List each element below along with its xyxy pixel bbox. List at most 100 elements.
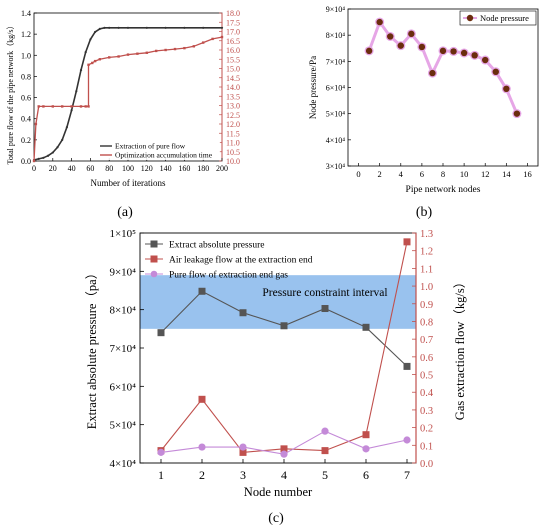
x-tick-label-c: 7 — [404, 468, 410, 482]
y2-tick-label-a: 15.0 — [226, 65, 240, 74]
y2-tick-label-a: 16.0 — [226, 46, 240, 55]
y-tick-label-b: 3×10⁴ — [326, 162, 346, 171]
point-pure-flow — [51, 151, 54, 154]
y-tick-label-c: 6×10⁴ — [109, 381, 136, 393]
point-accum-time — [79, 105, 83, 108]
y2-tick-label-a: 17.0 — [226, 28, 240, 37]
x-tick-label-b: 10 — [460, 169, 469, 179]
y-axis-label-c: Extract absolute pressure（pa） — [85, 267, 99, 429]
plot-frame-c — [139, 232, 417, 464]
legend-label-pure-flow: Extraction of pure flow — [115, 142, 186, 151]
point-node-pressure — [408, 30, 415, 38]
legend-swatch-air-leakage — [150, 255, 158, 263]
y2-tick-label-a: 15.5 — [226, 55, 240, 64]
x-tick-label-a: 0 — [32, 164, 36, 173]
y2-tick-label-a: 17.5 — [226, 18, 240, 27]
y-tick-label-a: 1.2 — [21, 30, 31, 39]
point-pure-flow-end — [157, 448, 165, 456]
y-tick-label-b: 9×10⁴ — [326, 5, 346, 14]
x-tick-label-a: 60 — [86, 164, 94, 173]
point-air-leakage — [239, 448, 247, 456]
y2-tick-label-c: 1.1 — [420, 264, 433, 275]
point-accum-time — [84, 105, 87, 108]
point-accum-time — [42, 105, 45, 108]
point-extract-pressure — [239, 309, 247, 317]
y-tick-label-c: 1×10⁵ — [109, 228, 136, 240]
point-accum-time — [183, 46, 186, 50]
point-pure-flow-end — [403, 436, 411, 444]
point-accum-time — [61, 105, 64, 108]
y-tick-label-a: 1.4 — [21, 9, 31, 18]
y-tick-label-b: 4×10⁴ — [326, 136, 346, 145]
point-pure-flow — [65, 126, 68, 129]
point-pure-flow — [79, 68, 83, 72]
point-accum-time — [145, 51, 148, 54]
point-accum-time — [136, 52, 139, 55]
point-accum-time — [70, 105, 73, 108]
point-node-pressure — [387, 33, 394, 40]
point-extract-pressure — [280, 322, 288, 330]
point-accum-time — [37, 105, 40, 108]
x-tick-label-a: 160 — [178, 164, 190, 173]
point-accum-time — [192, 45, 195, 48]
point-pure-flow — [103, 26, 106, 29]
y2-tick-label-c: 0.4 — [420, 388, 434, 399]
y-tick-label-c: 7×10⁴ — [109, 343, 136, 355]
panel-label-c: (c) — [268, 511, 284, 526]
x-tick-label-c: 5 — [322, 468, 328, 482]
point-extract-pressure — [321, 305, 329, 313]
point-node-pressure — [482, 56, 489, 64]
y-tick-label-a: 0.2 — [21, 136, 31, 145]
x-tick-label-c: 3 — [240, 468, 246, 482]
point-air-leakage — [280, 445, 288, 453]
y2-tick-label-c: 1.3 — [420, 229, 433, 240]
x-tick-label-b: 2 — [378, 169, 382, 179]
point-pure-flow — [61, 138, 64, 141]
point-accum-time — [202, 41, 205, 44]
y2-tick-label-a: 12.5 — [226, 111, 240, 120]
y-axis-label-a: Total pure flow of the pipe network（kg/s… — [6, 22, 15, 165]
point-extract-pressure — [198, 287, 206, 295]
point-accum-time — [220, 35, 224, 39]
legend-label-pure-flow-end: Pure flow of extraction end gas — [169, 270, 288, 281]
x-tick-label-b: 6 — [420, 169, 424, 179]
point-accum-time — [93, 59, 97, 63]
y2-tick-label-a: 11.0 — [226, 139, 240, 148]
x-tick-label-a: 140 — [160, 164, 172, 173]
y2-tick-label-a: 14.5 — [226, 74, 240, 83]
y-tick-label-b: 6×10⁴ — [326, 84, 346, 93]
point-pure-flow — [37, 157, 40, 160]
y2-tick-label-a: 11.5 — [226, 129, 240, 138]
x-tick-label-a: 20 — [49, 164, 57, 173]
y-tick-label-a: 0.4 — [21, 115, 31, 124]
legend-label-accum-time: Optimization accumulation time — [115, 151, 213, 160]
y2-tick-label-c: 0.0 — [420, 459, 433, 470]
y-tick-label-a: 0.6 — [21, 94, 31, 103]
point-pure-flow — [94, 30, 97, 34]
y2-tick-label-c: 0.5 — [420, 371, 433, 382]
y-tick-label-c: 8×10⁴ — [109, 305, 136, 317]
y2-tick-label-c: 0.6 — [420, 353, 433, 364]
point-pure-flow-end — [321, 427, 329, 435]
point-node-pressure — [365, 47, 373, 55]
x-tick-label-c: 2 — [199, 468, 205, 482]
y2-tick-label-a: 14.0 — [226, 83, 240, 92]
band-annotation: Pressure constraint interval — [262, 287, 387, 299]
x-tick-label-b: 8 — [441, 169, 445, 179]
point-pure-flow — [126, 26, 130, 29]
point-accum-time — [108, 56, 111, 59]
x-tick-label-a: 200 — [216, 164, 228, 173]
y2-tick-label-c: 0.1 — [420, 441, 433, 452]
x-tick-label-b: 4 — [399, 169, 404, 179]
x-axis-label-a: Number of iterations — [91, 178, 166, 188]
panel-label-b: (b) — [416, 205, 433, 220]
y2-tick-label-a: 12.0 — [226, 120, 240, 129]
point-pure-flow — [42, 156, 45, 159]
point-accum-time — [34, 122, 38, 126]
x-tick-label-b: 12 — [481, 169, 490, 179]
y2-tick-label-a: 10.0 — [226, 157, 240, 166]
x-tick-label-a: 180 — [197, 164, 209, 173]
legend-swatch-extract-pressure — [150, 240, 158, 248]
point-accum-time — [126, 53, 130, 56]
x-tick-label-b: 0 — [356, 169, 360, 179]
